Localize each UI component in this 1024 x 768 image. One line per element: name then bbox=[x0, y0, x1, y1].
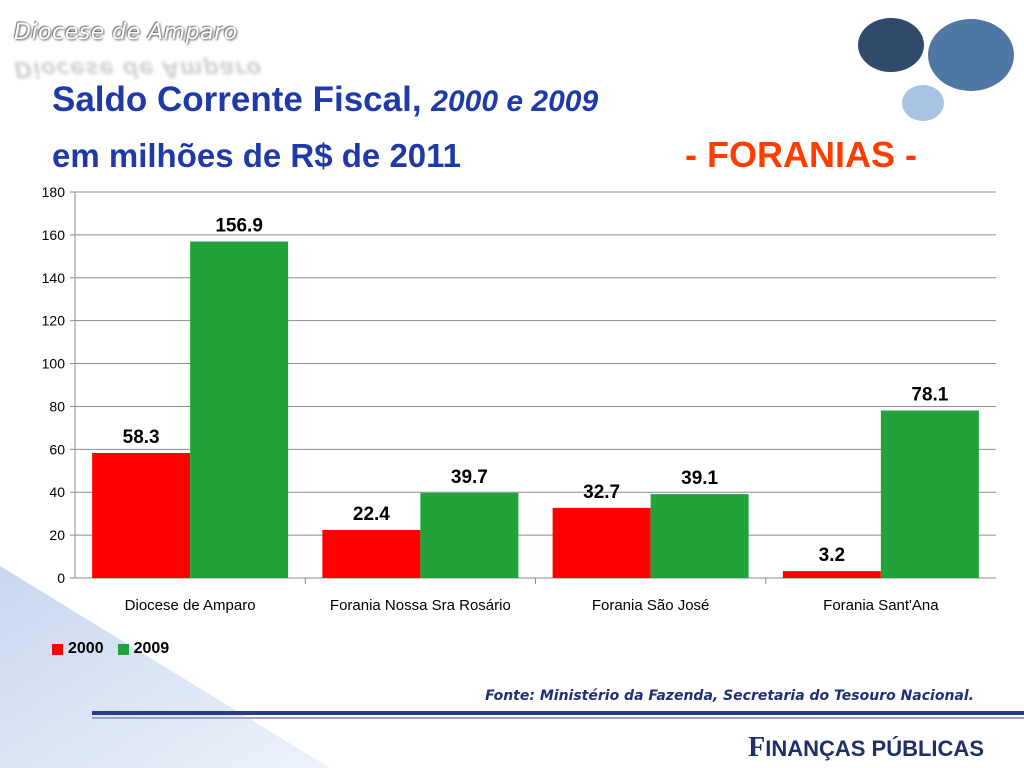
bar-2009-3 bbox=[880, 410, 979, 578]
y-tick-label-100: 100 bbox=[42, 356, 66, 372]
decor-circle-dark bbox=[858, 18, 924, 72]
bar-2000-1 bbox=[322, 529, 421, 578]
x-tick-label-1: Forania Nossa Sra Rosário bbox=[330, 597, 511, 614]
y-tick-label-120: 120 bbox=[42, 313, 66, 329]
data-label-2009-3: 78.1 bbox=[911, 385, 948, 406]
data-label-2009-2: 39.1 bbox=[681, 468, 718, 489]
bar-2000-2 bbox=[552, 507, 651, 578]
y-tick-label-160: 160 bbox=[42, 227, 66, 243]
page-title: Saldo Corrente Fiscal, 2000 e 2009 bbox=[52, 78, 598, 124]
bar-2009-1 bbox=[420, 492, 519, 578]
section-label: - FORANIAS - bbox=[685, 134, 917, 175]
bar-2009-2 bbox=[650, 494, 749, 578]
data-label-2009-1: 39.7 bbox=[451, 467, 488, 488]
source-note: Fonte: Ministério da Fazenda, Secretaria… bbox=[485, 688, 974, 704]
y-tick-label-20: 20 bbox=[49, 527, 65, 543]
footer-rule-light bbox=[92, 717, 1024, 719]
decor-circle-light bbox=[902, 85, 944, 121]
y-tick-label-40: 40 bbox=[49, 484, 65, 500]
legend-swatch-2000 bbox=[52, 643, 63, 655]
legend-item-2000: 2000 bbox=[52, 640, 104, 658]
y-tick-label-0: 0 bbox=[57, 570, 65, 586]
data-label-2000-2: 32.7 bbox=[583, 482, 620, 503]
legend-swatch-2009 bbox=[117, 643, 129, 655]
footer-brand: FINANÇAS PÚBLICAS bbox=[748, 732, 984, 764]
bar-chart: 0 20 40 60 80 100 120 140 160 180 Diocese de Ampar… bbox=[42, 184, 996, 614]
y-tick-label-80: 80 bbox=[49, 398, 65, 414]
footer-rule-dark bbox=[92, 711, 1024, 715]
legend-label-2009: 2009 bbox=[133, 640, 170, 657]
x-tick-label-3: Forania Sant'Ana bbox=[823, 597, 939, 614]
bar-2000-0 bbox=[92, 452, 191, 578]
chart-legend: 2000 2009 bbox=[52, 640, 183, 658]
data-label-2009-0: 156.9 bbox=[215, 216, 263, 237]
bar-2000-3 bbox=[782, 571, 881, 578]
x-tick-label-0: Diocese de Amparo bbox=[125, 597, 256, 614]
data-label-2000-3: 3.2 bbox=[819, 545, 845, 566]
bar-2009-0 bbox=[190, 241, 289, 578]
y-tick-label-180: 180 bbox=[42, 184, 66, 200]
decor-circle-medium bbox=[928, 19, 1014, 91]
data-label-2000-1: 22.4 bbox=[353, 504, 390, 525]
y-tick-label-60: 60 bbox=[49, 441, 65, 457]
title-years: 2000 e 2009 bbox=[431, 85, 599, 118]
footer-brand-rest: INANÇAS PÚBLICAS bbox=[765, 736, 984, 761]
legend-item-2009: 2009 bbox=[117, 640, 170, 658]
title-main: Saldo Corrente Fiscal, bbox=[52, 80, 422, 119]
data-label-2000-0: 58.3 bbox=[123, 427, 160, 448]
footer-brand-initial: F bbox=[748, 732, 766, 763]
brand-logo-text: Diocese de Amparo bbox=[14, 20, 238, 45]
legend-label-2000: 2000 bbox=[68, 640, 104, 657]
y-tick-label-140: 140 bbox=[42, 270, 66, 286]
x-tick-label-2: Forania São José bbox=[592, 597, 710, 614]
page-subtitle: em milhões de R$ de 2011 bbox=[52, 137, 462, 174]
